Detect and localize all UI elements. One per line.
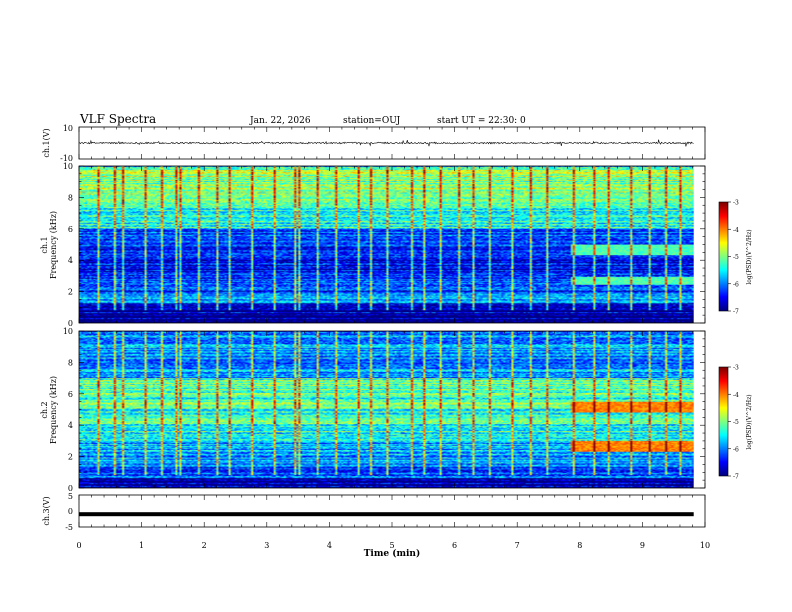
x-tick-label: 4 [327, 541, 332, 550]
ch1-waveform-ylabel: ch.1(V) [42, 128, 51, 157]
ch2-spectrogram-panel: 0 2 4 6 8 10 ch.2 Frequency (kHz) [40, 327, 706, 493]
y-tick-label: 0 [68, 484, 73, 493]
colorbar-tick-label: -4 [733, 227, 739, 234]
y-tick-label: 2 [68, 288, 73, 297]
colorbar-tick-label: -3 [733, 200, 739, 207]
x-tick-label: 7 [515, 541, 520, 550]
colorbar-tick-label: -6 [733, 446, 739, 453]
y-tick-label: 10 [63, 327, 73, 336]
ch1-ytick-bottom: -10 [60, 154, 73, 163]
x-tick-label: 1 [139, 541, 144, 550]
x-tick-label: 3 [264, 541, 269, 550]
colorbar-tick-label: -3 [733, 365, 739, 372]
colorbar-ch1-gradient [719, 202, 728, 311]
ch2-spectrogram-ylabel: Frequency (kHz) [49, 376, 58, 444]
x-axis-label: Time (min) [364, 548, 421, 559]
ch1-spectrogram-image [79, 166, 694, 323]
ch2-spectrogram-image [79, 331, 694, 488]
colorbar-ch2-gradient [719, 367, 728, 476]
y-tick-label: 0 [68, 319, 73, 328]
y-tick-label: 8 [68, 193, 73, 202]
y-tick-label: 2 [68, 453, 73, 462]
ch1-spectrogram-ylabel-channel: ch.1 [40, 236, 49, 253]
ch3-ytick-top: 5 [68, 492, 73, 501]
colorbar-ch1-label: log(PSD)(V^2/Hz) [746, 229, 753, 284]
ch3-waveform-trace [79, 512, 694, 517]
y-tick-label: 6 [68, 225, 73, 234]
x-tick-label: 5 [389, 541, 394, 550]
station-label: station=OUJ [343, 116, 401, 126]
y-tick-label: 4 [68, 256, 73, 265]
colorbar-tick-label: -6 [733, 281, 739, 288]
ch1-ytick-top: 10 [63, 124, 73, 133]
ch3-ytick-bottom: -5 [65, 523, 73, 532]
y-tick-label: 4 [68, 421, 73, 430]
ch3-waveform-ylabel: ch.3(V) [42, 496, 51, 525]
x-tick-label: 8 [577, 541, 582, 550]
colorbar-tick-label: -5 [733, 254, 739, 261]
y-tick-label: 8 [68, 358, 73, 367]
ch3-waveform-panel: 5 0 -5 ch.3(V) [42, 492, 706, 532]
colorbar-ch1: -3 -4 -5 -6 -7 log(PSD)(V^2/Hz) [718, 200, 753, 316]
colorbar-tick-label: -7 [733, 474, 739, 481]
x-tick-label: 6 [452, 541, 457, 550]
chart-title: VLF Spectra [79, 112, 156, 126]
x-tick-label: 0 [76, 541, 81, 550]
ch1-spectrogram-panel: 0 2 4 6 8 10 ch.1 Frequency (kHz) [40, 162, 706, 328]
ch1-waveform-panel: 10 -10 ch.1(V) [42, 124, 706, 163]
start-time-label: start UT = 22:30: 0 [437, 116, 526, 126]
x-tick-label: 9 [640, 541, 645, 550]
colorbar-ch2: -3 -4 -5 -6 -7 log(PSD)(V^2/Hz) [718, 365, 753, 481]
x-tick-label: 2 [202, 541, 207, 550]
colorbar-tick-label: -4 [733, 392, 739, 399]
ch3-ytick-mid: 0 [68, 507, 73, 516]
date-label: Jan. 22, 2026 [249, 116, 311, 126]
ch1-spectrogram-ylabel: Frequency (kHz) [49, 211, 58, 279]
y-tick-label: 6 [68, 390, 73, 399]
ch1-waveform-trace [78, 139, 694, 147]
colorbar-tick-label: -5 [733, 419, 739, 426]
y-tick-label: 10 [63, 162, 73, 171]
ch2-spectrogram-ylabel-channel: ch.2 [40, 401, 49, 418]
x-tick-label: 10 [700, 541, 710, 550]
colorbar-tick-label: -7 [733, 309, 739, 316]
colorbar-ch2-label: log(PSD)(V^2/Hz) [746, 394, 753, 449]
